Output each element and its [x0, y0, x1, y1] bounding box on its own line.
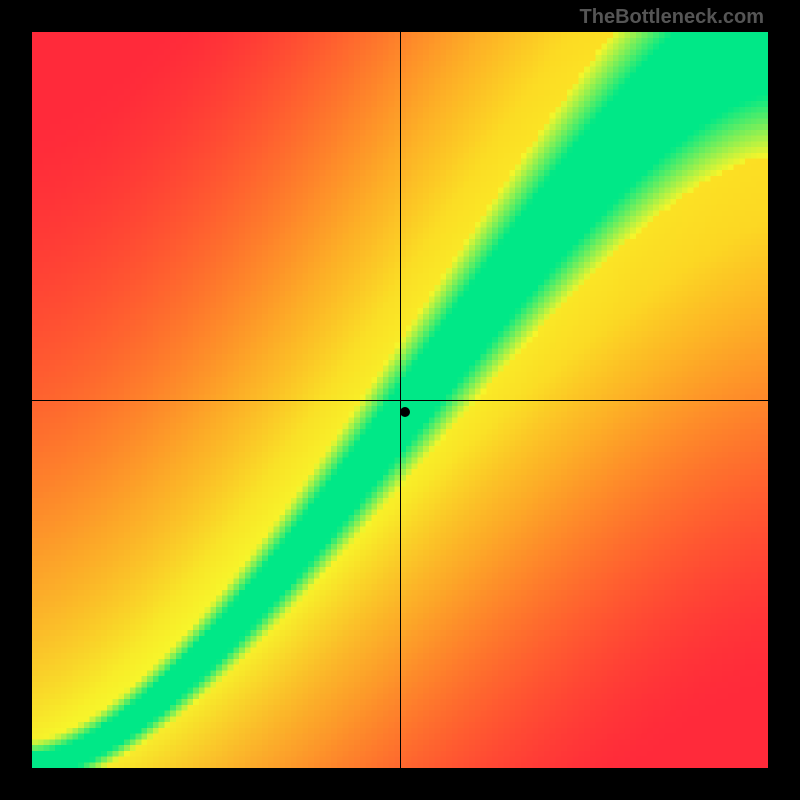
crosshair-vertical [400, 32, 401, 768]
watermark-text: TheBottleneck.com [580, 6, 764, 29]
data-point-marker [400, 407, 410, 417]
chart-container: TheBottleneck.com [0, 0, 800, 800]
